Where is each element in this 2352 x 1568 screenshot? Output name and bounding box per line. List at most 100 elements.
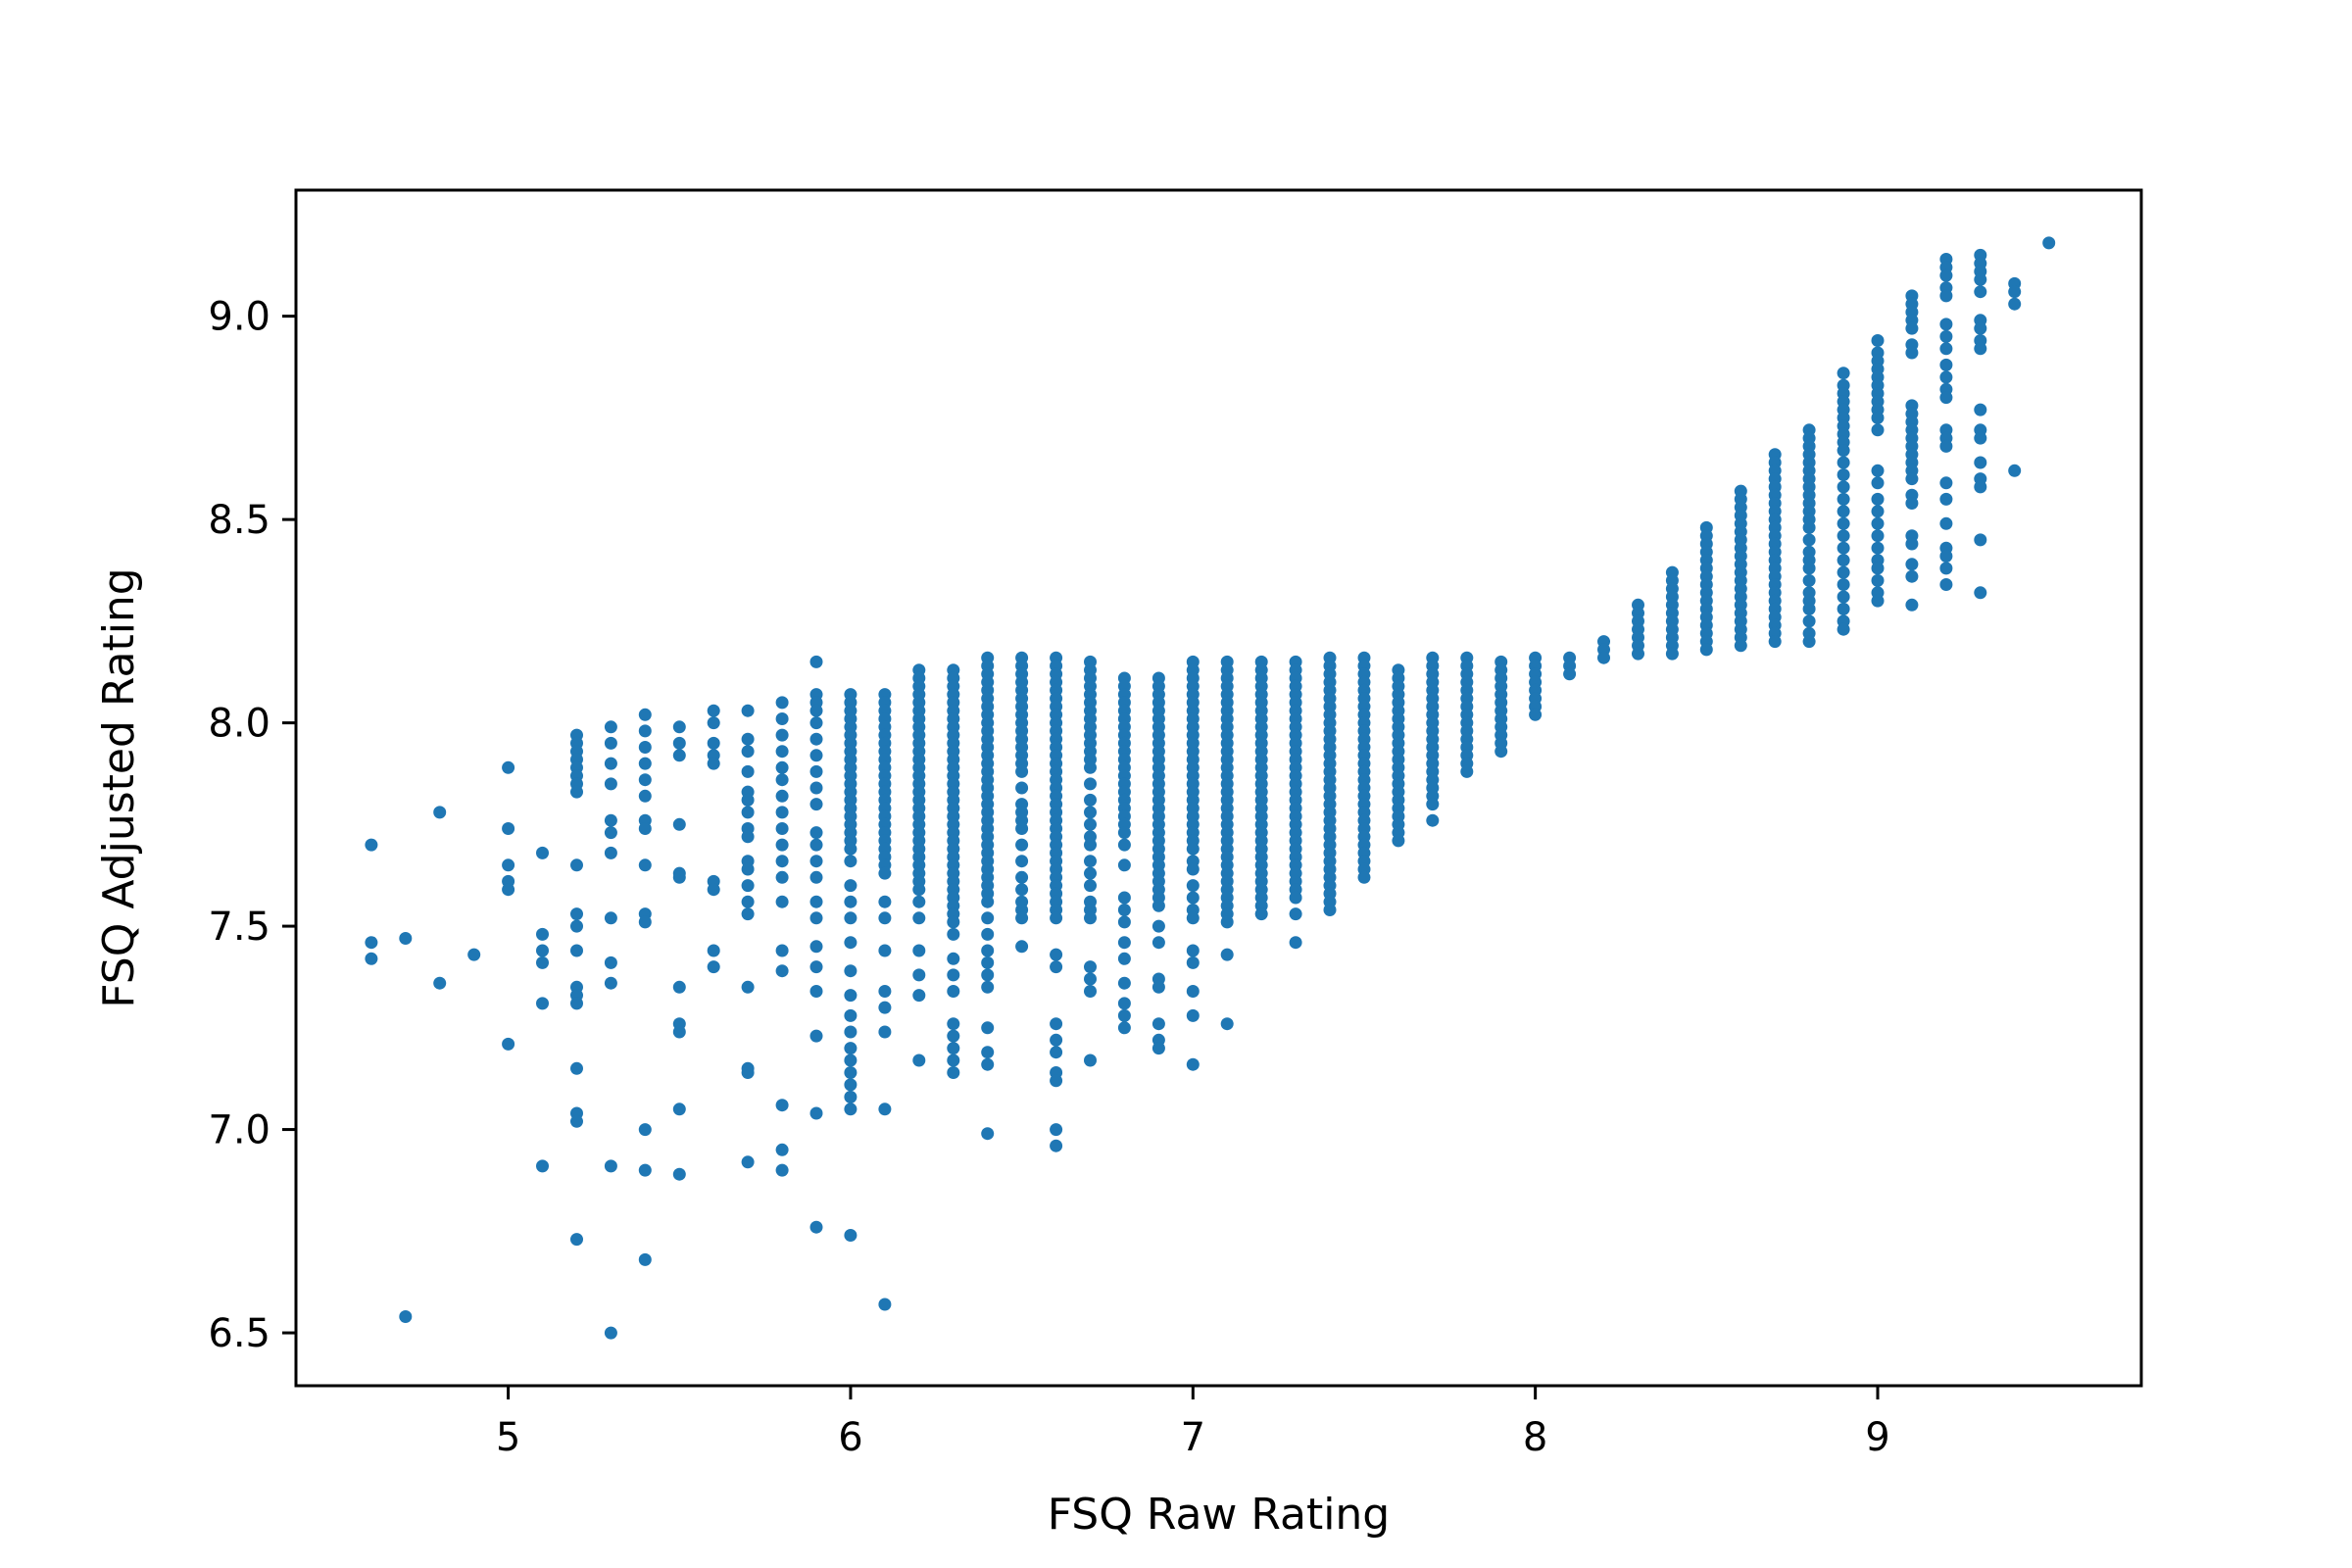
data-point [1050, 960, 1063, 974]
data-point [536, 944, 549, 957]
data-point [844, 1054, 858, 1067]
data-point [878, 895, 892, 908]
data-point [1974, 586, 1987, 600]
data-point [1152, 899, 1165, 912]
data-point [1905, 569, 1919, 583]
data-point [947, 968, 960, 982]
data-point [1871, 423, 1885, 437]
data-point [1186, 911, 1200, 925]
data-point [1939, 318, 1953, 331]
data-point [809, 895, 823, 908]
data-point [947, 985, 960, 998]
data-point [1289, 936, 1302, 950]
data-point [707, 716, 720, 730]
data-point [1871, 411, 1885, 424]
data-point [809, 704, 823, 717]
data-point [1939, 342, 1953, 356]
data-point [570, 785, 583, 799]
x-tick-label: 5 [496, 1415, 520, 1460]
x-tick-label: 9 [1865, 1415, 1889, 1460]
data-point [1186, 842, 1200, 856]
data-point [775, 838, 789, 852]
data-point [1974, 480, 1987, 494]
data-point [1050, 911, 1063, 925]
data-point [947, 915, 960, 929]
data-point [844, 1078, 858, 1092]
data-point [1871, 573, 1885, 587]
data-point [1117, 904, 1131, 916]
data-point [1117, 826, 1131, 840]
data-point [1802, 520, 1816, 534]
data-point [638, 1123, 652, 1137]
data-point [1768, 635, 1782, 649]
data-point [741, 830, 755, 844]
data-point [570, 858, 583, 872]
data-point [1015, 883, 1029, 897]
data-point [1939, 370, 1953, 384]
data-point [1289, 907, 1302, 921]
data-point [1837, 602, 1850, 615]
data-point [604, 846, 617, 859]
data-point [1015, 764, 1029, 778]
data-point [1186, 891, 1200, 905]
data-point [741, 895, 755, 908]
data-point [1050, 1046, 1063, 1059]
data-point [912, 895, 926, 908]
data-points [365, 236, 2056, 1340]
data-point [844, 1008, 858, 1022]
data-point [1974, 456, 1987, 469]
data-point [912, 989, 926, 1003]
data-point [878, 1025, 892, 1039]
data-point [1974, 321, 1987, 335]
data-point [809, 732, 823, 746]
data-point [809, 870, 823, 884]
y-axis-ticks: 6.5 7.0 7.5 8.0 8.5 9.0 [208, 295, 296, 1356]
data-point [672, 870, 686, 884]
data-point [844, 879, 858, 893]
data-point [1015, 940, 1029, 954]
data-point [775, 1143, 789, 1156]
data-point [365, 838, 378, 852]
data-point [1837, 516, 1850, 530]
data-point [1837, 468, 1850, 481]
data-point [912, 944, 926, 957]
data-point [981, 980, 995, 994]
data-point [809, 826, 823, 840]
data-point [1220, 1017, 1234, 1031]
data-point [741, 732, 755, 746]
data-point [1117, 858, 1131, 872]
data-point [1837, 480, 1850, 494]
data-point [775, 806, 789, 819]
data-point [878, 911, 892, 925]
data-point [570, 1061, 583, 1075]
data-point [1939, 550, 1953, 563]
data-point [467, 948, 481, 961]
data-point [433, 806, 447, 819]
data-point [604, 813, 617, 827]
data-point [1117, 976, 1131, 990]
data-point [1426, 798, 1440, 811]
data-point [844, 1025, 858, 1039]
data-point [1050, 1033, 1063, 1047]
data-point [604, 956, 617, 969]
data-point [809, 940, 823, 954]
data-point [1871, 464, 1885, 477]
data-point [1837, 529, 1850, 543]
data-point [1871, 334, 1885, 347]
data-point [1117, 1008, 1131, 1022]
data-point [570, 944, 583, 957]
data-point [672, 980, 686, 994]
data-point [844, 1042, 858, 1055]
data-point [570, 919, 583, 933]
data-point [775, 822, 789, 835]
data-point [1289, 891, 1302, 905]
data-point [707, 736, 720, 750]
data-point [947, 1042, 960, 1055]
data-point [638, 822, 652, 835]
y-tick-label: 8.5 [208, 498, 270, 543]
data-point [1186, 956, 1200, 969]
data-point [809, 960, 823, 974]
y-tick-label: 7.5 [208, 905, 270, 950]
data-point [1357, 870, 1371, 884]
data-point [399, 1310, 413, 1323]
